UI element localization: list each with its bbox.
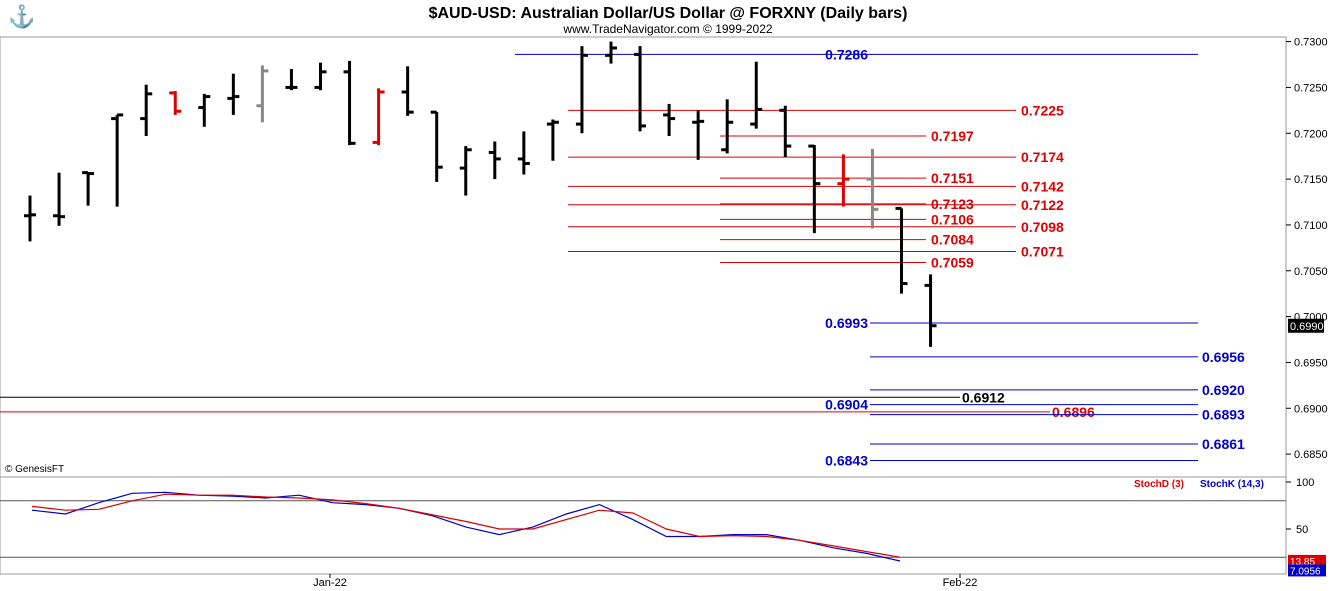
ohlc-bar: [24, 195, 36, 242]
ohlc-bar: [285, 69, 298, 91]
ohlc-bar: [663, 103, 676, 136]
price-tick-label: 0.7100: [1294, 220, 1328, 232]
price-tick-label: 0.7200: [1294, 128, 1328, 140]
watermark: © GenesisFT: [5, 464, 64, 475]
ohlc-bar: [779, 105, 792, 158]
level-label-0.7059: 0.7059: [931, 255, 974, 271]
price-tick-label: 0.6950: [1294, 357, 1328, 369]
ohlc-bar: [895, 206, 908, 294]
level-label-0.6904: 0.6904: [825, 397, 868, 413]
ohlc-bar: [488, 141, 501, 180]
level-label-0.7122: 0.7122: [1021, 197, 1064, 213]
level-label-0.6861: 0.6861: [1202, 436, 1245, 452]
price-tick-label: 0.7300: [1294, 37, 1328, 49]
ohlc-bar: [372, 88, 385, 146]
ohlc-bar: [575, 46, 588, 134]
level-label-0.6843: 0.6843: [825, 453, 868, 469]
ohlc-bar: [517, 131, 530, 175]
ohlc-bar: [430, 110, 443, 182]
stochk-last-label: 7.0956: [1290, 566, 1321, 577]
chart-title: $AUD-USD: Australian Dollar/US Dollar @ …: [429, 5, 908, 22]
ohlc-bar: [140, 84, 153, 136]
legend-stochd: StochD (3): [1134, 479, 1184, 490]
ohlc-bar: [750, 61, 763, 129]
level-label-0.7151: 0.7151: [931, 170, 974, 186]
level-label-0.7286: 0.7286: [825, 46, 868, 62]
price-tick-label: 0.7250: [1294, 82, 1328, 94]
price-axis: 0.73000.72500.72000.71500.71000.70500.70…: [1286, 37, 1328, 461]
level-label-0.6920: 0.6920: [1202, 382, 1245, 398]
price-tick-label: 0.7150: [1294, 174, 1328, 186]
ohlc-bar: [53, 172, 66, 226]
date-tick-label: Jan-22: [313, 577, 347, 589]
ohlc-bar: [111, 113, 124, 207]
ohlc-bar: [82, 171, 95, 206]
ind-tick-label: 50: [1296, 524, 1308, 536]
ohlc-bar: [546, 119, 559, 161]
level-label-0.7098: 0.7098: [1021, 219, 1064, 235]
ohlc-bar: [314, 62, 327, 91]
ohlc-bar: [605, 41, 617, 64]
price-tick-label: 0.6900: [1294, 403, 1328, 415]
level-label-0.7071: 0.7071: [1021, 244, 1064, 260]
ohlc-bar: [721, 99, 734, 154]
price-levels: 0.7286 0.7225 0.7197 0.7174 0.7151 0.7142 0.71…: [0, 46, 1245, 469]
legend-stochk: StochK (14,3): [1200, 479, 1264, 490]
ohlc-bar: [401, 66, 414, 116]
ind-tick-label: 100: [1296, 477, 1314, 489]
level-label-0.6956: 0.6956: [1202, 349, 1245, 365]
level-label-0.7142: 0.7142: [1021, 178, 1064, 194]
level-label-0.7106: 0.7106: [931, 211, 974, 227]
last-price-box: [1288, 318, 1324, 333]
ohlc-bar: [227, 73, 240, 115]
date-axis: Jan-22 Feb-22: [313, 574, 977, 589]
ohlc-bar: [169, 91, 182, 115]
stochastic-pane: 100 50 StochD (3) StochK (14,3) 13.857.0956: [0, 477, 1326, 577]
trade-navigator-logo-icon: ⚓: [8, 4, 35, 29]
ohlc-bar: [808, 144, 821, 234]
header: ⚓ $AUD-USD: Australian Dollar/US Dollar …: [8, 4, 907, 36]
last-price-label: 0.6990: [1290, 321, 1324, 333]
ohlc-bar: [634, 46, 647, 132]
ohlc-bar: [866, 148, 879, 229]
level-label-0.7084: 0.7084: [931, 232, 974, 248]
chart-subtitle: www.TradeNavigator.com © 1999-2022: [562, 22, 772, 36]
level-label-0.7197: 0.7197: [931, 128, 974, 144]
ohlc-bar: [343, 60, 356, 146]
ohlc-bar: [198, 93, 211, 127]
level-label-0.6912: 0.6912: [962, 389, 1005, 405]
ohlc-bar: [837, 154, 850, 207]
level-label-0.7225: 0.7225: [1021, 102, 1064, 118]
level-label-0.7174: 0.7174: [1021, 149, 1064, 165]
price-tick-label: 0.6850: [1294, 449, 1328, 461]
level-label-0.6893: 0.6893: [1202, 407, 1245, 423]
stochk-last-box: [1288, 564, 1326, 577]
stochd-last-box: [1288, 554, 1326, 567]
ohlc-bar: [459, 146, 472, 196]
level-label-0.6993: 0.6993: [825, 315, 868, 331]
stoch-line: [31, 491, 901, 562]
ohlc-bar: [692, 110, 705, 160]
stoch-line: [31, 493, 901, 558]
date-tick-label: Feb-22: [943, 577, 978, 589]
level-label-0.7123: 0.7123: [931, 196, 974, 212]
indicator-pane-frame: [0, 476, 1287, 575]
price-bars: [24, 41, 937, 347]
stochd-last-label: 13.85: [1290, 557, 1315, 568]
level-label-0.6896: 0.6896: [1052, 404, 1095, 420]
price-tick-label: 0.7050: [1294, 266, 1328, 278]
ohlc-bar: [256, 65, 269, 123]
ohlc-bar: [924, 274, 937, 347]
